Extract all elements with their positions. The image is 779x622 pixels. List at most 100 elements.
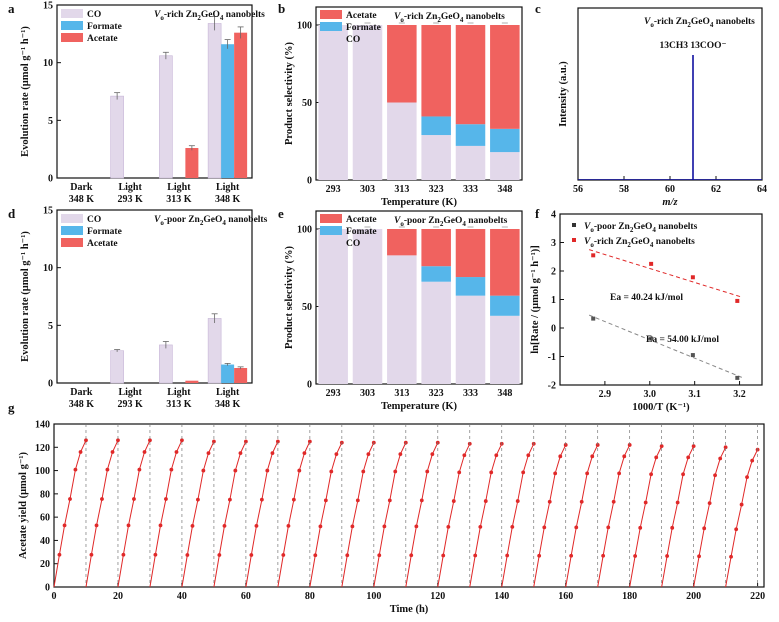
panel-g-point [84,438,88,443]
panel-e-legend-acetate-swatch [320,214,342,223]
panel-g-cycle-line [661,445,695,588]
panel-b-legend-formate-swatch [320,22,342,31]
panel-g-point [302,451,307,456]
panel-b-segment-formate [455,124,486,146]
panel-g-point [148,438,152,443]
panel-g-point [713,473,717,478]
panel-g-point [462,453,467,458]
panel-g-point [553,471,558,476]
panel-b-y-tick-label: 100 [297,21,312,32]
panel-b-y-tick-label: 0 [307,176,312,187]
panel-g-point [611,499,616,504]
panel-g-point [393,469,398,474]
panel-b-segment-acetate [490,25,520,129]
panel-d-legend-co-label: CO [87,215,101,225]
panel-g-x-tick-label: 100 [366,591,381,602]
panel-a-bar-acetate [234,32,248,179]
panel-b-x-tick-label: 293 [326,184,341,195]
panel-a-bar-co [159,55,173,179]
panel-e-y-tick-label: 50 [302,302,312,313]
panel-g-point [729,554,733,559]
panel-g-point [94,523,99,528]
panel-f-point [735,375,740,380]
panel-f-ea-poor: Ea = 54.00 kJ/mol [646,335,719,345]
panel-a-y-tick-label: 0 [48,174,53,185]
panel-b-legend-formate-label: Formate [346,23,381,33]
panel-a-legend-acetate-swatch [61,33,83,42]
panel-d-x-label-line2: 293 K [117,399,143,410]
panel-a-x-label-line2: 348 K [69,194,95,205]
panel-d-legend-co-swatch [61,214,83,223]
panel-g-point [158,523,163,528]
panel-e-segment-co [455,295,486,384]
panel-g-point [617,471,622,476]
panel-f-y-tick-label: -1 [548,352,556,363]
panel-a-y-tick-label: 10 [43,58,53,69]
panel-g-x-tick-label: 80 [305,591,315,602]
panel-g-axes-frame [53,423,765,588]
panel-b-segment-co [421,135,451,180]
panel-b-x-axis-label: Temperature (K) [381,197,458,208]
panel-e-x-tick-label: 323 [429,388,444,399]
panel-g-point [217,553,222,557]
panel-b-x-tick-label: 303 [360,184,375,195]
panel-g-point [579,499,584,504]
panel-g-cycle-line [149,440,183,588]
panel-g-point [691,444,696,449]
panel-d-x-label-line2: 348 K [215,399,241,410]
panel-f-point [591,316,596,321]
panel-d-legend-acetate-label: Acetate [87,239,118,249]
panel-b-segment-acetate [421,25,451,117]
panel-g-point [185,553,190,557]
panel-g-cycle-line [725,449,759,588]
panel-g-point [718,456,723,461]
panel-d-bar-acetate [234,368,248,383]
panel-f-fit-line [589,249,742,298]
panel-g-point [233,468,238,473]
panel-g-point [489,470,494,475]
panel-a-legend-co-label: CO [87,10,101,20]
panel-g-point [601,553,606,558]
panel-b-segment-acetate [387,25,417,103]
panel-b-legend-acetate-label: Acetate [346,11,377,21]
panel-d-bar-co [159,344,173,384]
panel-d-axes-frame [56,209,253,384]
panel-g-point [686,455,691,460]
panel-g-point [446,524,451,529]
panel-g-cycle-line [53,440,87,588]
panel-e-segment-acetate [455,229,486,278]
panel-b-y-axis-label: Product selectivity (%) [284,41,295,145]
panel-g-point [270,451,275,456]
panel-g-point [137,467,142,472]
panel-b-segment-acetate [455,25,486,125]
panel-e-y-tick-label: 0 [307,380,312,391]
panel-g-cycle-line [629,445,663,588]
panel-g-x-tick-label: 120 [430,591,445,602]
panel-g-point [521,470,526,475]
panel-e-legend-co-swatch [320,238,342,247]
panel-a-x-label-line2: 293 K [117,194,143,205]
panel-g-point [649,472,654,477]
panel-a-x-label-line2: 313 K [166,194,192,205]
panel-b-x-tick-label: 333 [463,184,478,195]
panel-g-x-tick-label: 220 [750,591,765,602]
panel-f-point [649,261,654,266]
panel-b-legend-acetate-swatch [320,10,342,19]
panel-e-segment-co [387,255,417,384]
panel-g-y-tick-label: 60 [40,513,50,524]
panel-f-point [690,275,695,280]
panel-d-x-label-line2: 313 K [166,399,192,410]
panel-g-cycle-line [501,443,535,588]
panel-g-point [643,500,648,505]
panel-g-point [681,472,685,477]
panel-b-segment-co [455,145,486,180]
panel-g-point [473,553,478,558]
panel-d-y-axis-label: Evolution rate (μmol g⁻¹ h⁻¹) [20,231,31,362]
panel-g-point [206,451,211,456]
panel-g-cycle-line [373,442,407,588]
panel-f-legend-poor: Vo-poor Zn2GeO4 nanobelts [584,222,698,234]
panel-d-y-tick-label: 10 [43,263,53,274]
panel-g-point [169,467,174,472]
panel-b-y-tick-label: 50 [302,98,312,109]
panel-g-point [665,554,669,558]
